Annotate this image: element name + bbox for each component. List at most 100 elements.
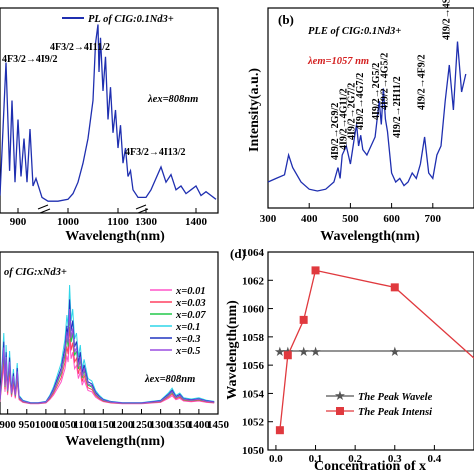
panel-a-axis-break-4: [137, 208, 149, 214]
panel-b-annotation: 4I9/2→4S3/2: [441, 0, 452, 40]
panel-c-x-tick-label: 1100: [73, 419, 95, 431]
panel-a-annotation-2: 4F3/2→4I11/2: [50, 42, 110, 53]
panel-a-frame: [0, 7, 219, 214]
panel-b-annotation: 4I9/2→2G9/2: [330, 103, 341, 160]
panel-a-lambda: λex=808nm: [147, 94, 198, 105]
panel-d-legend: ★ The Peak Wavele The Peak Intensi: [326, 388, 433, 418]
panel-d-point-square: [283, 351, 292, 360]
panel-d-y-tick-label: 1056: [242, 360, 265, 372]
panel-d-point-square: [311, 266, 320, 275]
panel-b-annotation: 4I9/2→2G7/2: [347, 83, 358, 140]
panel-c-x-tick-label: 1200: [111, 419, 134, 431]
panel-c-series-lines: [0, 284, 215, 405]
panel-d-y-tick-label: 1054: [242, 388, 265, 400]
panel-b-x-tick-label: 400: [301, 213, 318, 225]
panel-d-y-tick-label: 1050: [242, 445, 265, 457]
panel-d-ylabel: Wavelength(nm): [225, 300, 240, 400]
panel-c-x-tick-label: 1150: [93, 419, 115, 431]
panel-a-x-tick-label: 1300: [135, 216, 158, 228]
panel-d-legend-square-icon: [336, 407, 344, 415]
panel-d-x-tick-label: 0.0: [269, 453, 283, 465]
panel-c-x-tick-label: 1300: [150, 419, 173, 431]
panel-c-x-tick-label: 1050: [54, 419, 77, 431]
panel-d-y-tick-label: 1064: [242, 247, 265, 259]
panel-b-lambda: λem=1057 nm: [307, 56, 369, 67]
panel-d-legend-label-2: The Peak Intensi: [358, 407, 432, 418]
panel-d-point-star: ★: [298, 344, 310, 359]
panel-d-y-tick-label: 1062: [242, 275, 265, 287]
panel-c-x-tick-label: 900: [0, 419, 16, 431]
panel-d-point-square: [275, 426, 284, 435]
panel-a-x-tick-label: 1100: [107, 216, 129, 228]
panel-d-x-tick-label: 0.1: [309, 453, 323, 465]
panel-b-x-ticks: 300 400 500 600 700: [260, 203, 442, 225]
panel-c-x-tick-label: 950: [19, 419, 36, 431]
panel-d-x-tick-label: 0.3: [388, 453, 402, 465]
panel-b-ylabel: Intensity(a.u.): [247, 68, 262, 152]
panel-b-series-line: [267, 41, 467, 192]
panel-b: 300 400 500 600 700 Wavelength(nm) Intensity…: [247, 0, 474, 244]
panel-b-x-tick-label: 700: [425, 213, 442, 225]
panel-b-annotation: 4I9/2→4G7/2: [355, 73, 366, 130]
panel-a-axis-break-3: [135, 204, 147, 210]
panel-c-x-tick-label: 1400: [188, 419, 211, 431]
panel-b-letter: (b): [278, 12, 294, 27]
panel-d-x-tick-label: 0.4: [428, 453, 442, 465]
panel-d-letter: (d): [230, 246, 246, 261]
panel-c-series-5: [0, 308, 215, 404]
panel-d-y-tick-label: 1058: [242, 332, 265, 344]
panel-b-x-tick-label: 300: [260, 213, 277, 225]
panel-d-series-line-1: [279, 269, 474, 431]
panel-c-lambda: λex=808nm: [144, 374, 195, 385]
panel-d-point-star: ★: [389, 344, 401, 359]
panel-d-point-square: [390, 283, 399, 292]
panel-d-point-square: [299, 315, 308, 324]
panel-d-point-star: ★: [274, 344, 286, 359]
panel-c-legend-label: x=0.01: [175, 286, 206, 297]
panel-b-annotation: 4I9/2→2G5/2: [371, 63, 382, 120]
panel-d-xlabel: Concentration of x: [314, 459, 426, 474]
panel-c-series-0: [0, 338, 215, 405]
panel-c-legend: x=0.01x=0.03x=0.07x=0.1x=0.3x=0.5: [150, 286, 206, 357]
panel-a-x-tick-label: 900: [10, 216, 27, 228]
panel-a-axis-break-1: [37, 204, 49, 210]
panel-a-series-line: [0, 24, 217, 202]
panel-a-annotation-3: 4F3/2→4I13/2: [125, 147, 186, 158]
panel-c-series-1: [0, 326, 215, 404]
panel-c-legend-label: x=0.3: [175, 334, 200, 345]
panel-b-annotation: 4I9/2→4G11/2: [338, 88, 349, 150]
panel-d-series: ★★★★★: [274, 266, 474, 435]
panel-b-x-tick-label: 600: [383, 213, 400, 225]
panel-b-annotation: 4I9/2→4F9/2: [417, 54, 428, 110]
panel-c: 900 950 1000105011001150120012501300135014…: [0, 251, 230, 449]
panel-d-x-tick-label: 0.2: [348, 453, 362, 465]
panel-a-axis-break-2: [39, 208, 51, 214]
panel-c-x-tick-label: 1450: [207, 419, 230, 431]
panel-c-xlabel: Wavelength(nm): [65, 434, 165, 449]
panel-b-legend-label: PLE of CIG:0.1Nd3+: [308, 26, 401, 37]
panel-c-x-tick-label: 1250: [131, 419, 154, 431]
panel-c-x-ticks: 900 950 1000105011001150120012501300135014…: [0, 409, 230, 431]
panel-d-x-ticks: 0.0 0.1 0.2 0.3 0.4: [269, 445, 442, 465]
panel-c-legend-label: x=0.07: [175, 310, 206, 321]
panel-d-legend-star-icon: ★: [334, 388, 346, 403]
panel-c-legend-label: x=0.5: [175, 346, 200, 357]
panel-c-x-tick-label: 1350: [169, 419, 192, 431]
panel-b-annotations: 4I9/2→2G9/24I9/2→4G11/24I9/2→2G7/24I9/2→…: [330, 0, 452, 160]
panel-c-x-tick-label: 1000: [35, 419, 58, 431]
panel-d-legend-label-1: The Peak Wavele: [358, 392, 433, 403]
panel-c-legend-label: x=0.1: [175, 322, 200, 333]
panel-b-annotation: 4I9/2→4G5/2: [380, 53, 391, 110]
panel-d-point-star: ★: [310, 344, 322, 359]
panel-a-x-ticks: 900 1000 1100 1300 1400: [10, 208, 208, 228]
panel-b-frame: [267, 7, 474, 209]
panel-d-frame: [267, 251, 474, 451]
panel-c-frame: [0, 251, 219, 415]
panel-d-y-tick-label: 1052: [242, 417, 265, 429]
panel-a-annotation-1: 4F3/2→4I9/2: [2, 54, 58, 65]
panel-b-xlabel: Wavelength(nm): [320, 229, 420, 244]
panel-b-x-tick-label: 500: [342, 213, 359, 225]
panel-a-legend-label: PL of CIG:0.1Nd3+: [88, 14, 174, 25]
